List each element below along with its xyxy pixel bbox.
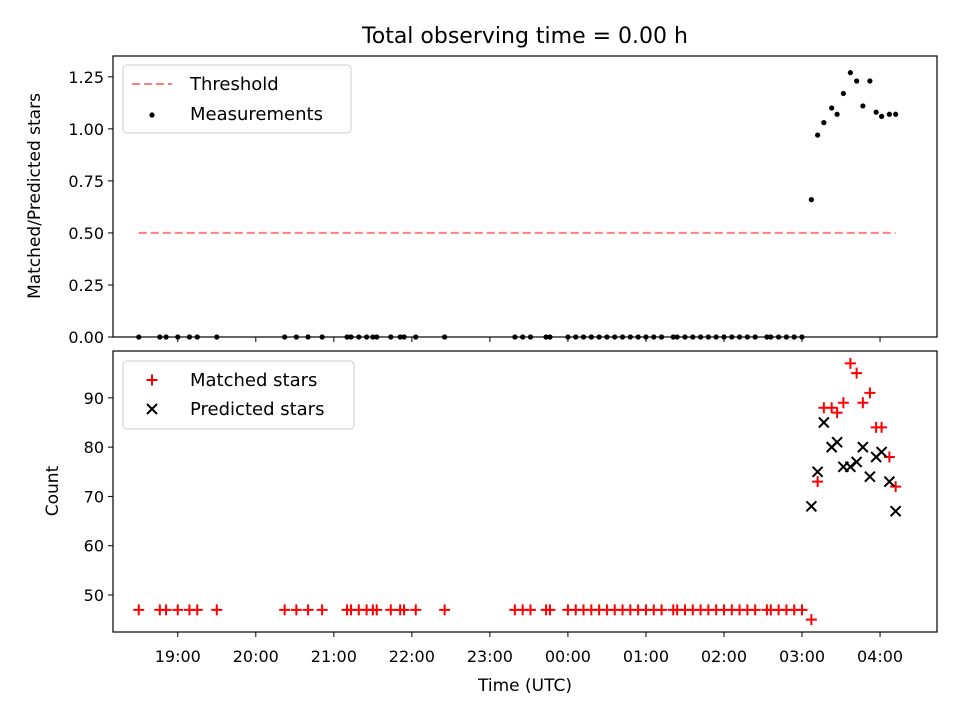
matched-star-point (831, 407, 843, 419)
matched-star-point (133, 604, 145, 616)
matched-star-point (290, 604, 302, 616)
measurement-point (893, 111, 899, 117)
matched-star-point (191, 604, 203, 616)
legend-predicted-label: Predicted stars (190, 399, 324, 420)
top-y-tick-label: 1.25 (68, 68, 104, 87)
matched-star-point (876, 421, 888, 433)
predicted-star-point (864, 471, 876, 483)
measurement-point (867, 78, 873, 84)
legend-predicted-swatch (146, 403, 158, 415)
matched-star-point (302, 604, 314, 616)
bottom-y-tick-label: 90 (84, 389, 104, 408)
matched-star-point (211, 604, 223, 616)
x-axis-label: Time (UTC) (477, 676, 572, 696)
measurement-point (821, 120, 827, 126)
matched-star-point (160, 604, 172, 616)
matched-star-point (812, 476, 824, 488)
matched-star-point (864, 387, 876, 399)
top-y-axis-label: Matched/Predicted stars (25, 93, 45, 299)
bottom-x-tick-label: 22:00 (389, 647, 435, 666)
predicted-star-point (805, 500, 818, 512)
matched-star-point (851, 367, 863, 379)
measurement-point (808, 197, 814, 203)
matched-star-point (524, 604, 536, 616)
measurement-point (860, 103, 866, 109)
top-y-tick-label: 0.00 (68, 328, 104, 347)
bottom-x-tick-label: 21:00 (311, 647, 357, 666)
measurement-point (840, 90, 846, 97)
bottom-x-tick-label: 04:00 (857, 647, 903, 666)
matched-star-point (398, 604, 410, 616)
bottom-legend-box (122, 360, 355, 430)
legend-threshold-label: Threshold (189, 74, 279, 95)
bottom-plot-frame (112, 350, 938, 633)
matched-star-point (749, 604, 761, 616)
matched-star-point (890, 481, 902, 493)
legend-measurements-label: Measurements (190, 104, 323, 125)
measurement-point (886, 111, 893, 117)
bottom-x-tick-label: 19:00 (155, 647, 201, 666)
matched-star-point (656, 604, 668, 616)
matched-star-point (439, 604, 451, 616)
matched-star-point (857, 397, 869, 409)
bottom-y-tick-label: 60 (84, 537, 104, 556)
predicted-star-point (811, 466, 824, 478)
bottom-x-tick-label: 23:00 (467, 647, 513, 666)
bottom-y-tick-label: 50 (84, 586, 104, 605)
legend-measurements-swatch (149, 112, 155, 118)
predicted-star-point (850, 456, 863, 468)
predicted-star-point (883, 475, 896, 488)
measurement-point (873, 109, 879, 115)
matched-star-point (172, 604, 184, 616)
matched-star-point (410, 604, 422, 616)
matched-star-point (385, 604, 397, 616)
predicted-star-point (818, 416, 830, 429)
top-y-tick-label: 0.25 (68, 276, 104, 295)
measurement-point (834, 111, 840, 117)
matched-star-point (544, 604, 556, 616)
top-y-tick-label: 0.75 (68, 172, 104, 191)
matched-star-point (316, 604, 328, 616)
matched-star-point (796, 604, 808, 616)
predicted-star-point (875, 446, 888, 458)
predicted-star-point (857, 441, 869, 453)
bottom-x-tick-label: 03:00 (779, 647, 825, 666)
legend-matched-label: Matched stars (190, 370, 317, 391)
matched-star-point (826, 402, 838, 414)
legend-matched-swatch (146, 374, 158, 386)
measurement-point (878, 113, 885, 119)
bottom-y-axis-label: Count (43, 465, 63, 516)
bottom-x-tick-label: 02:00 (701, 647, 747, 666)
top-legend-box (122, 64, 352, 134)
bottom-y-tick-label: 80 (84, 438, 104, 457)
bottom-x-tick-label: 01:00 (623, 647, 669, 666)
predicted-star-point (831, 436, 843, 448)
measurement-point (815, 132, 821, 138)
bottom-x-tick-label: 20:00 (233, 647, 279, 666)
matched-star-point (371, 604, 383, 616)
matched-star-point (805, 614, 817, 626)
predicted-star-point (889, 505, 902, 517)
measurement-point (847, 70, 853, 76)
bottom-x-tick-label: 00:00 (545, 647, 591, 666)
matched-star-point (844, 357, 856, 369)
measurement-point (829, 105, 835, 111)
chart-title: Total observing time = 0.00 h (361, 24, 688, 49)
matched-star-point (837, 397, 849, 409)
top-y-tick-label: 0.50 (68, 224, 104, 243)
matched-star-point (279, 604, 291, 616)
top-plot-frame (112, 55, 938, 338)
measurement-point (854, 78, 860, 84)
bottom-y-tick-label: 70 (84, 487, 104, 506)
top-y-tick-label: 1.00 (68, 120, 104, 139)
